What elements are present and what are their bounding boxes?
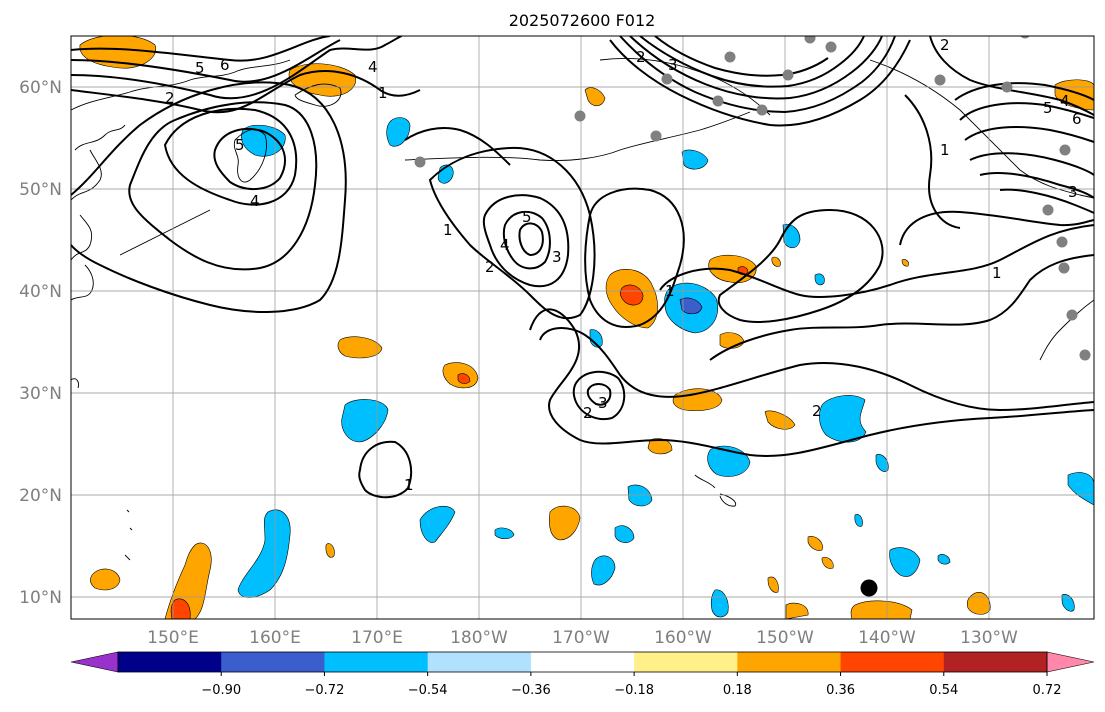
contour-label: 4: [1060, 92, 1070, 110]
contour-label: 4: [500, 236, 510, 254]
colorbar-segment: [634, 652, 738, 672]
contour-label: 1: [665, 282, 675, 300]
contour-label: 1: [992, 264, 1002, 282]
colorbar-tick-label: 0.36: [826, 683, 855, 698]
colorbar-tick-label: 0.18: [723, 683, 752, 698]
contour-label: 3: [668, 56, 678, 74]
contour-label: 2: [812, 402, 822, 420]
map-area: 6 5 4 1 2 5 4 1 5 4 3 2 1 3 2 2 1 2 3 5 …: [71, 36, 1094, 619]
latitude-labels: 60°N 50°N 40°N 30°N 20°N 10°N: [19, 78, 62, 608]
colorbar-tick-label: −0.36: [511, 683, 551, 698]
colorbar-segment: [530, 652, 635, 672]
contour-label: 2: [485, 258, 495, 276]
colorbar-tick-label: −0.54: [408, 683, 448, 698]
lat-label: 50°N: [19, 180, 62, 200]
contours: [71, 36, 1094, 499]
lat-label: 30°N: [19, 384, 62, 404]
contour-label: 3: [1068, 183, 1078, 201]
colorbar-tick-label: −0.18: [614, 683, 654, 698]
station-dots: [414, 36, 1091, 361]
colorbar-segment: [840, 652, 945, 672]
colorbar-tick-label: 0.54: [929, 683, 958, 698]
colorbar-tick-label: 0.72: [1033, 683, 1062, 698]
colorbar-extend-right: [1046, 651, 1095, 673]
storm-marker: [860, 579, 878, 597]
contour-label: 5: [1043, 99, 1053, 117]
lon-label: 160°W: [654, 628, 712, 648]
colorbar-segment: [737, 652, 842, 672]
lon-label: 180°W: [450, 628, 508, 648]
contour-label: 1: [443, 221, 453, 239]
contour-label: 2: [636, 48, 646, 66]
contour-label: 1: [378, 84, 388, 102]
colorbar-segment: [118, 652, 222, 672]
colorbar: −0.90 −0.72 −0.54 −0.36 −0.18 0.18 0.36 0.54 0.7…: [70, 651, 1095, 698]
lat-label: 60°N: [19, 78, 62, 98]
contour-label: 3: [552, 248, 562, 266]
lon-label: 150°W: [756, 628, 814, 648]
colorbar-segment: [324, 652, 429, 672]
contour-label: 1: [404, 476, 414, 494]
contour-label: 6: [220, 56, 230, 74]
contour-label: 2: [940, 36, 950, 54]
contour-label: 5: [235, 136, 245, 154]
colorbar-segment: [427, 652, 532, 672]
map-title: 2025072600 F012: [509, 11, 656, 30]
lon-label: 170°W: [552, 628, 610, 648]
map-frame: [70, 35, 1095, 620]
lon-label: 130°W: [960, 628, 1018, 648]
colorbar-segment: [221, 652, 325, 672]
gridlines: [71, 36, 1094, 619]
contour-label: 4: [368, 58, 378, 76]
lon-label: 150°E: [147, 628, 199, 648]
colorbar-tick-label: −0.72: [305, 683, 345, 698]
lon-label: 160°E: [249, 628, 301, 648]
colorbar-tick-label: −0.90: [201, 683, 241, 698]
lon-label: 140°W: [858, 628, 916, 648]
contour-label: 2: [165, 89, 175, 107]
contour-label: 2: [583, 404, 593, 422]
colorbar-extend-left: [70, 651, 119, 673]
longitude-labels: 150°E 160°E 170°E 180°W 170°W 160°W 150°…: [147, 628, 1018, 648]
lat-label: 10°N: [19, 588, 62, 608]
lon-label: 170°E: [351, 628, 403, 648]
contour-label: 5: [522, 208, 532, 226]
contour-label: 1: [940, 141, 950, 159]
coastlines: [71, 58, 1094, 561]
colorbar-segment: [943, 652, 1048, 672]
contour-label: 3: [598, 394, 608, 412]
contour-label: 5: [195, 59, 205, 77]
contour-label: 6: [1072, 110, 1082, 128]
lat-label: 20°N: [19, 486, 62, 506]
lat-label: 40°N: [19, 282, 62, 302]
contour-label: 4: [250, 192, 260, 210]
contour-labels: 6 5 4 1 2 5 4 1 5 4 3 2 1 3 2 2 1 2 3 5 …: [165, 36, 1082, 494]
